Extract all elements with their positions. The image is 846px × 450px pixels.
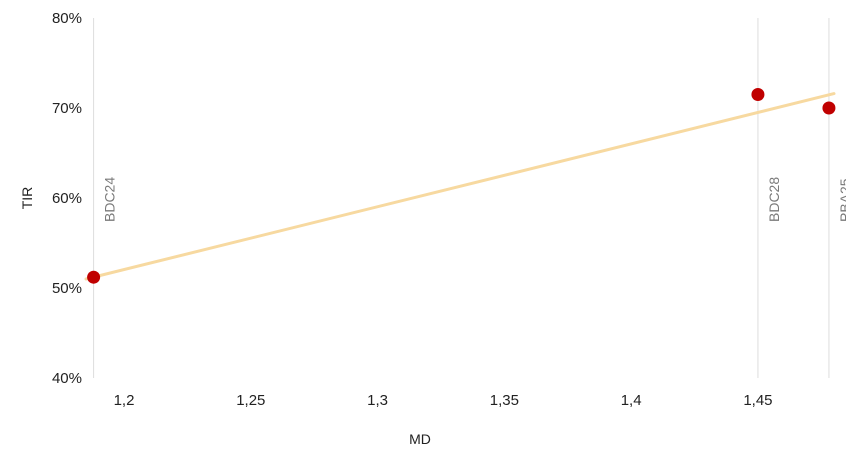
trendline bbox=[84, 92, 836, 281]
x-axis-title: MD bbox=[409, 431, 431, 447]
y-tick-label: 50% bbox=[52, 280, 82, 297]
x-tick-label: 1,2 bbox=[114, 392, 135, 409]
point-pba25 bbox=[822, 101, 836, 115]
point-label-bdc24: BDC24 bbox=[102, 177, 118, 222]
x-tick-label: 1,35 bbox=[490, 392, 519, 409]
point-bdc24 bbox=[87, 270, 101, 284]
x-tick-label: 1,25 bbox=[236, 392, 265, 409]
x-tick-label: 1,4 bbox=[621, 392, 642, 409]
x-axis-ticks: 1,2 1,25 1,3 1,35 1,4 1,45 bbox=[114, 392, 773, 409]
x-tick-label: 1,45 bbox=[743, 392, 772, 409]
data-points bbox=[87, 88, 836, 284]
y-tick-label: 40% bbox=[52, 370, 82, 387]
y-axis-title: TIR bbox=[19, 187, 35, 210]
point-bdc28 bbox=[751, 88, 765, 101]
y-tick-label: 70% bbox=[52, 100, 82, 117]
y-tick-label: 80% bbox=[52, 10, 82, 27]
point-label-pba25: PBA25 bbox=[837, 178, 846, 222]
trendline-group bbox=[84, 92, 836, 281]
point-label-bdc28: BDC28 bbox=[766, 177, 782, 222]
x-tick-label: 1,3 bbox=[367, 392, 388, 409]
y-tick-label: 60% bbox=[52, 190, 82, 207]
y-axis-ticks: 40% 50% 60% 70% 80% bbox=[52, 10, 82, 387]
point-guide-lines bbox=[93, 18, 830, 378]
point-labels: BDC24 BDC28 PBA25 bbox=[102, 177, 846, 222]
